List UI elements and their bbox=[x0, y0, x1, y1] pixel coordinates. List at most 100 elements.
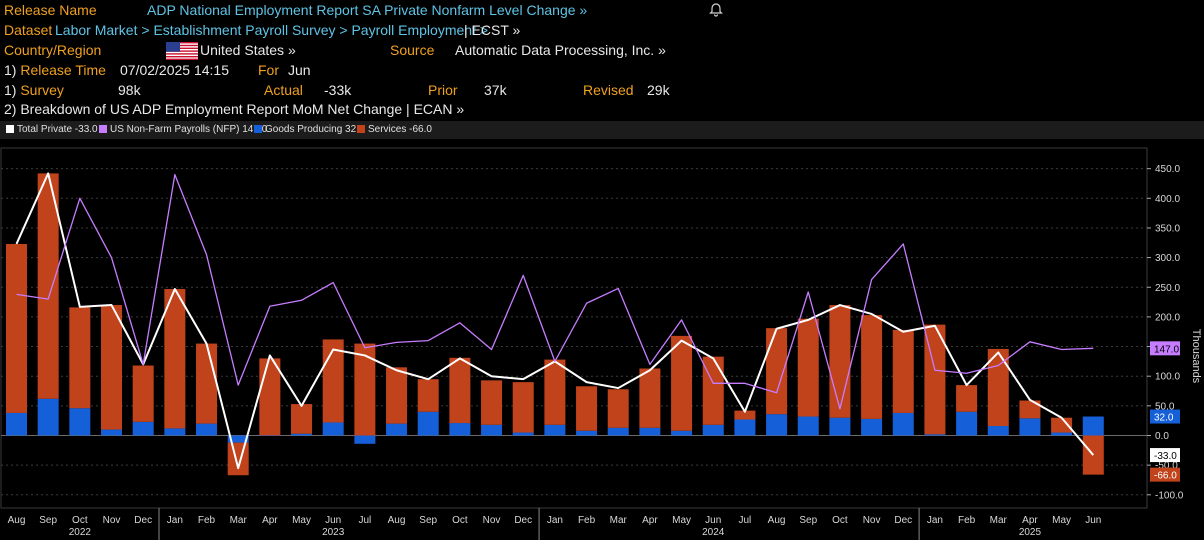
bar-goods-producing bbox=[892, 412, 914, 436]
year-label: 2023 bbox=[322, 527, 345, 538]
bar-services bbox=[544, 359, 566, 425]
bar-goods-producing bbox=[164, 428, 186, 436]
x-tick-label: May bbox=[292, 515, 311, 526]
release-name-label: Release Name bbox=[4, 2, 97, 18]
bar-services bbox=[987, 348, 1009, 427]
end-value-badge bbox=[1150, 448, 1180, 463]
release-time-label[interactable]: Release Time bbox=[20, 62, 106, 78]
chart-legend: Total Private -33.0 US Non-Farm Payrolls… bbox=[0, 121, 1204, 139]
bar-goods-producing bbox=[259, 435, 281, 436]
bar-services bbox=[607, 389, 629, 428]
bar-services bbox=[924, 324, 946, 435]
legend-item-nfp[interactable]: US Non-Farm Payrolls (NFP) 147.0 bbox=[99, 121, 267, 139]
x-tick-label: Aug bbox=[388, 515, 406, 526]
end-value-badge bbox=[1150, 467, 1180, 482]
legend-swatch bbox=[99, 125, 107, 134]
x-tick-label: Mar bbox=[230, 515, 248, 526]
bar-goods-producing bbox=[291, 433, 313, 436]
bar-services bbox=[639, 368, 661, 428]
survey-label[interactable]: Survey bbox=[20, 82, 64, 98]
bar-goods-producing bbox=[354, 435, 376, 444]
dataset-breadcrumb[interactable]: Labor Market > Establishment Payroll Sur… bbox=[55, 22, 489, 38]
bar-series bbox=[6, 173, 1104, 476]
x-tick-label: May bbox=[1052, 515, 1071, 526]
bar-goods-producing bbox=[6, 412, 27, 436]
x-tick-label: Jun bbox=[1085, 515, 1101, 526]
bar-goods-producing bbox=[766, 414, 788, 436]
end-value-label: 32.0 bbox=[1154, 413, 1174, 424]
x-tick-label: Jul bbox=[358, 515, 371, 526]
x-tick-label: Feb bbox=[578, 515, 596, 526]
legend-item-total-private[interactable]: Total Private -33.0 bbox=[6, 121, 98, 139]
x-tick-label: Aug bbox=[768, 515, 786, 526]
bar-goods-producing bbox=[829, 417, 851, 436]
bar-goods-producing bbox=[227, 435, 249, 443]
x-tick-label: Dec bbox=[514, 515, 532, 526]
prior-value: 37k bbox=[484, 82, 507, 98]
x-tick-label: Sep bbox=[39, 515, 57, 526]
legend-label: Goods Producing 32.0 bbox=[265, 124, 365, 135]
legend-label: Services -66.0 bbox=[368, 124, 432, 135]
bar-services bbox=[829, 305, 851, 418]
x-tick-label: Dec bbox=[134, 515, 152, 526]
legend-item-goods-producing[interactable]: Goods Producing 32.0 bbox=[254, 121, 365, 139]
bell-icon[interactable] bbox=[708, 2, 724, 18]
legend-label: Total Private -33.0 bbox=[17, 124, 98, 135]
bar-goods-producing bbox=[196, 423, 218, 436]
bar-services bbox=[417, 379, 439, 412]
dataset-label: Dataset bbox=[4, 22, 53, 38]
x-tick-label: Jan bbox=[927, 515, 943, 526]
end-value-label: -66.0 bbox=[1154, 471, 1177, 482]
end-value-badge bbox=[1150, 341, 1180, 356]
x-tick-label: Feb bbox=[958, 515, 976, 526]
bar-services bbox=[892, 329, 914, 413]
x-tick-label: Oct bbox=[832, 515, 848, 526]
bar-services bbox=[797, 318, 819, 417]
release-name-link[interactable]: ADP National Employment Report SA Privat… bbox=[147, 2, 588, 18]
bar-services bbox=[132, 365, 154, 422]
revised-label: Revised bbox=[583, 82, 634, 98]
y-tick-label: 400.0 bbox=[1155, 194, 1180, 205]
bar-services bbox=[6, 243, 27, 413]
bar-goods-producing bbox=[671, 430, 693, 436]
bar-goods-producing bbox=[639, 427, 661, 436]
y-axis-label: Thousands bbox=[1190, 329, 1202, 384]
breakdown-title[interactable]: Breakdown of US ADP Employment Report Mo… bbox=[20, 101, 465, 117]
y-tick-label: -100.0 bbox=[1155, 490, 1184, 501]
us-non-farm-payrolls-nfp-line bbox=[16, 173, 1094, 410]
x-tick-label: Sep bbox=[799, 515, 817, 526]
bar-services bbox=[164, 289, 186, 429]
x-tick-label: Nov bbox=[483, 515, 501, 526]
country-value[interactable]: United States » bbox=[200, 42, 296, 58]
bar-services bbox=[259, 358, 281, 436]
bar-services bbox=[734, 410, 756, 420]
country-label: Country/Region bbox=[4, 42, 102, 58]
bar-services bbox=[671, 335, 693, 431]
bar-services bbox=[449, 357, 471, 424]
bar-services bbox=[1019, 400, 1041, 419]
revised-value: 29k bbox=[647, 82, 670, 98]
bar-goods-producing bbox=[1019, 418, 1041, 436]
legend-item-services[interactable]: Services -66.0 bbox=[357, 121, 432, 139]
source-value[interactable]: Automatic Data Processing, Inc. » bbox=[455, 42, 666, 58]
x-tick-label: Jul bbox=[739, 515, 752, 526]
bar-goods-producing bbox=[449, 423, 471, 436]
bar-goods-producing bbox=[987, 426, 1009, 436]
x-tick-label: Dec bbox=[894, 515, 912, 526]
for-value: Jun bbox=[288, 62, 311, 78]
dataset-code[interactable]: | ECST » bbox=[464, 22, 521, 38]
bar-services bbox=[101, 305, 123, 430]
grid-lines bbox=[0, 147, 1148, 509]
bar-services bbox=[37, 173, 59, 399]
bar-goods-producing bbox=[69, 408, 91, 436]
legend-label: US Non-Farm Payrolls (NFP) 147.0 bbox=[110, 124, 268, 135]
y-tick-label: 50.0 bbox=[1155, 401, 1175, 412]
bar-goods-producing bbox=[607, 427, 629, 436]
legend-swatch bbox=[6, 125, 14, 134]
release-time-value: 07/02/2025 14:15 bbox=[120, 62, 229, 78]
prior-label: Prior bbox=[428, 82, 458, 98]
y-tick-label: 0.0 bbox=[1155, 431, 1169, 442]
y-tick-label: 350.0 bbox=[1155, 223, 1180, 234]
x-tick-label: Apr bbox=[1022, 515, 1038, 526]
source-label: Source bbox=[390, 42, 435, 58]
